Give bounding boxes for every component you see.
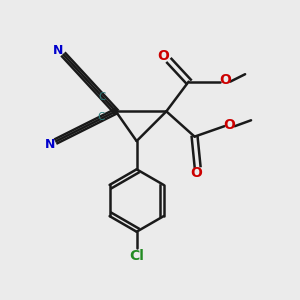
Text: Cl: Cl <box>129 249 144 263</box>
Text: N: N <box>45 138 56 151</box>
Text: C: C <box>97 112 105 122</box>
Text: O: O <box>224 118 236 132</box>
Text: O: O <box>219 73 231 87</box>
Text: N: N <box>53 44 64 57</box>
Text: O: O <box>157 50 169 63</box>
Text: C: C <box>98 92 105 102</box>
Text: O: O <box>190 166 202 180</box>
